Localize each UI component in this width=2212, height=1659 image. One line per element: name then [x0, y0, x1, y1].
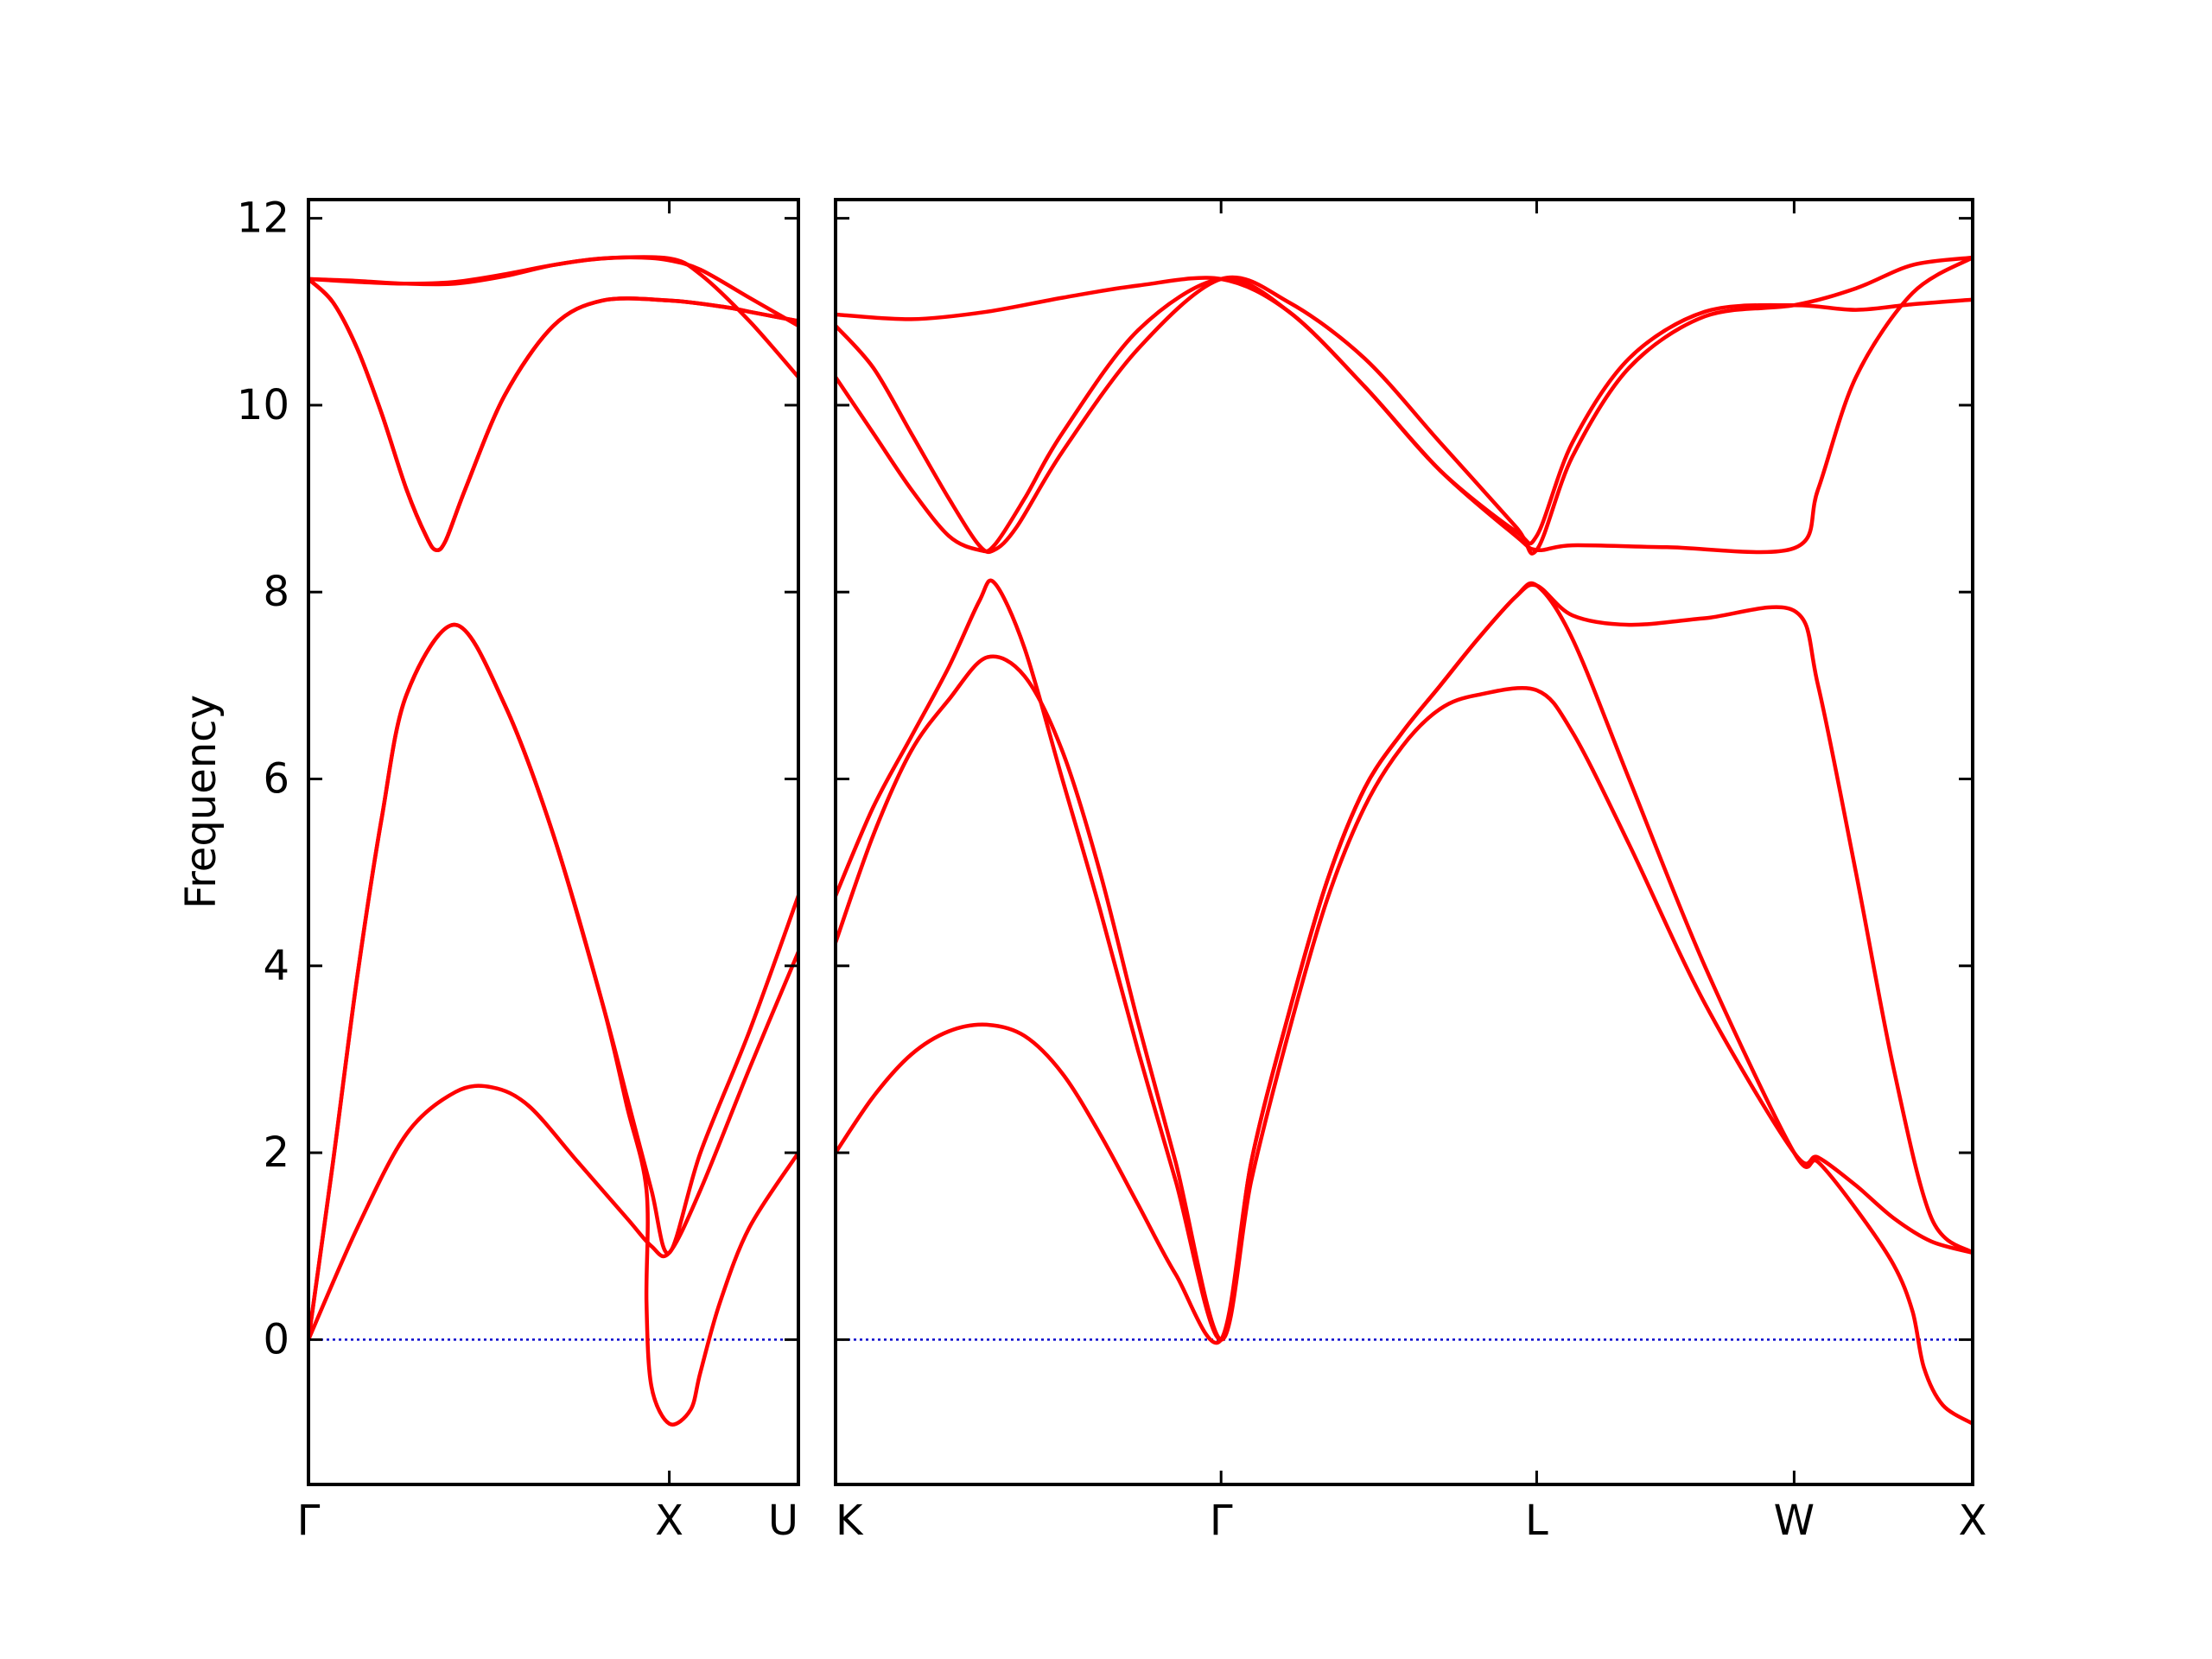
band-line-left-7	[308, 622, 798, 1427]
x-tick-label: W	[1774, 1497, 1815, 1545]
x-tick-label: Γ	[297, 1497, 321, 1545]
y-tick-label: 8	[263, 568, 289, 616]
band-line-left-6	[308, 950, 798, 1342]
x-tick-label: X	[655, 1497, 683, 1545]
band-line-left-5	[308, 622, 798, 1342]
panel-left: 0 2 4 6 8 10 12 Γ X U	[237, 194, 800, 1545]
band-line-right-3	[836, 255, 1973, 555]
band-line-right-4	[836, 578, 1973, 1342]
band-line-left-3	[308, 276, 798, 553]
y-tick-label: 12	[237, 194, 289, 243]
y-tick-label: 6	[263, 755, 289, 804]
band-group-right	[836, 255, 1973, 1426]
x-tick-label: Γ	[1210, 1497, 1233, 1545]
band-line-right-1	[836, 276, 1973, 546]
panel-frame-left	[307, 198, 800, 1486]
x-tick-label: X	[1959, 1497, 1987, 1545]
y-axis-label: Frequency	[177, 695, 226, 909]
band-group-left	[308, 255, 798, 1427]
x-tick-label: L	[1525, 1497, 1548, 1545]
band-line-right-6	[836, 581, 1973, 1426]
band-line-right-5	[836, 654, 1973, 1342]
panel-frame-right	[834, 198, 1974, 1486]
y-tick-label: 2	[263, 1128, 289, 1177]
x-tick-label: U	[768, 1497, 798, 1545]
y-tick-label: 10	[237, 381, 289, 429]
y-tick-label: 4	[263, 942, 289, 990]
band-line-left-1	[308, 255, 798, 328]
band-line-left-4	[308, 255, 798, 379]
x-tick-label: K	[836, 1497, 864, 1545]
band-line-right-2	[836, 255, 1973, 556]
y-tick-label: 0	[263, 1315, 289, 1363]
